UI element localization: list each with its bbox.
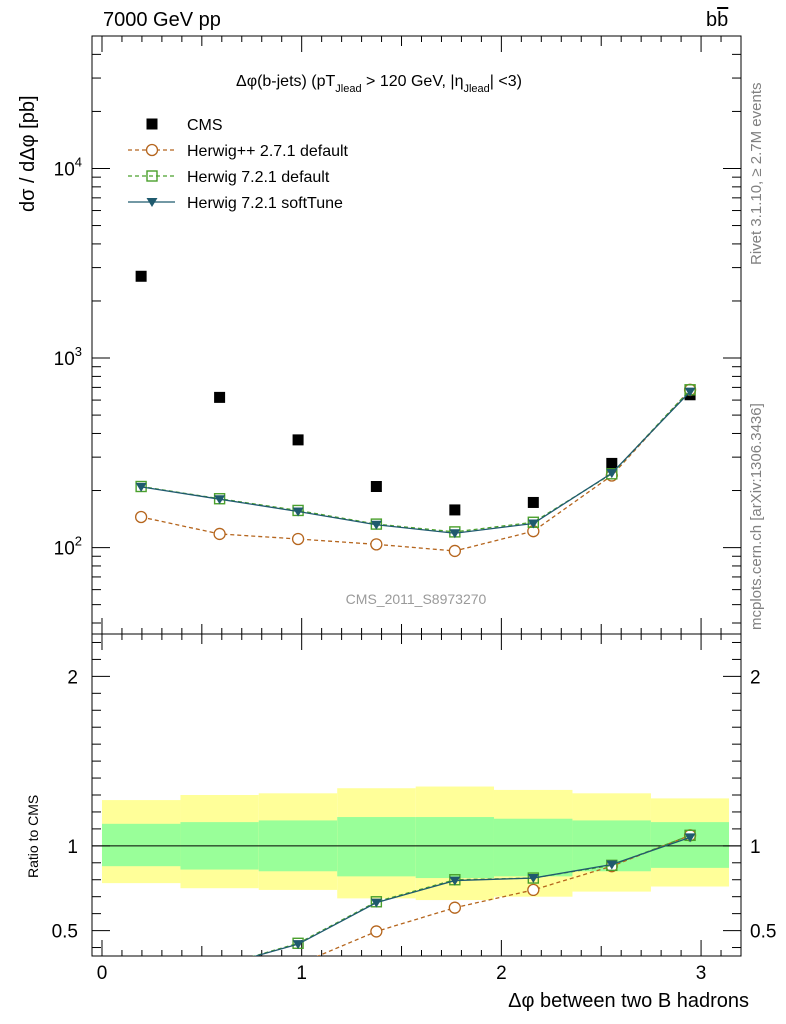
ratio-y-tick-label: 2 (67, 667, 78, 688)
legend-marker (146, 170, 158, 182)
ratio-y-tick-label: 0.5 (52, 922, 78, 943)
main-point (135, 482, 147, 492)
ratio-series-line-2 (253, 836, 691, 956)
ratio-series-line-0 (316, 834, 691, 956)
ratio-point (370, 898, 382, 908)
ratio-y-tick-label-right: 0.5 (750, 922, 776, 943)
band-inner (337, 817, 416, 877)
ratio-point (606, 860, 618, 870)
main-point (448, 544, 461, 558)
ratio-y-tick-label-right: 1 (750, 837, 761, 858)
mcplots-label: mcplots.cern.ch [arXiv:1306.3436] (748, 403, 765, 630)
legend-marker (146, 198, 158, 207)
main-point (606, 469, 618, 479)
main-point (606, 468, 618, 480)
ratio-series-line-1 (252, 834, 691, 956)
legend: CMS Herwig++ 2.7.1 default Herwig 7.2.1 de… (128, 117, 349, 212)
axis-tick-labels: 0 1 2 3 102 103 104 0.5 0.5 1 1 2 2 (52, 154, 777, 984)
header-energy: 7000 GeV pp (103, 9, 221, 31)
main-point (214, 495, 226, 505)
y-tick-label: 104 (54, 154, 82, 180)
main-series-group (134, 270, 697, 558)
ratio-y-axis-label: Ratio to CMS (25, 795, 41, 878)
main-point (527, 496, 539, 508)
main-point (449, 504, 461, 516)
ratio-point (527, 874, 539, 884)
main-point (449, 529, 461, 539)
main-point (214, 391, 226, 403)
main-series-line-1 (140, 389, 691, 552)
band-inner (493, 818, 573, 877)
ratio-point (370, 925, 383, 938)
main-point (684, 387, 696, 397)
rivet-label: Rivet 3.1.10, ≥ 2.7M events (748, 83, 765, 266)
legend-marker (145, 143, 159, 157)
main-point (370, 481, 382, 493)
legend-label: Herwig++ 2.7.1 default (187, 143, 349, 160)
ratio-point (292, 940, 304, 950)
analysis-watermark: CMS_2011_S8973270 (346, 591, 487, 607)
main-point (370, 520, 382, 530)
main-point (135, 270, 147, 282)
ratio-point (527, 883, 540, 897)
ratio-point (448, 901, 461, 914)
band-inner (415, 817, 494, 879)
axis-ticks (92, 35, 741, 956)
header-process-bar: b (717, 9, 728, 31)
main-y-axis-label: dσ / dΔφ [pb] (17, 95, 39, 212)
x-tick-label: 1 (296, 963, 307, 984)
legend-label: Herwig 7.2.1 default (187, 169, 330, 186)
band-inner (650, 822, 730, 868)
ratio-series-group (252, 829, 697, 956)
legend-marker (146, 118, 158, 130)
main-point (606, 457, 618, 469)
ratio-point (449, 876, 461, 886)
main-point (292, 507, 304, 517)
x-tick-label: 3 (696, 963, 707, 984)
main-point (292, 434, 304, 446)
main-point (527, 519, 539, 529)
main-point (134, 510, 148, 524)
main-point (370, 538, 383, 551)
main-point (213, 527, 226, 541)
ratio-uncertainty-bands (92, 786, 741, 901)
ratio-y-tick-label-right: 2 (750, 667, 761, 688)
band-inner (101, 823, 181, 867)
y-tick-label: 103 (54, 344, 82, 370)
chart-title: Δφ(b-jets) (pTJlead > 120 GeV, |ηJlead| … (236, 73, 522, 95)
main-point (291, 532, 305, 546)
main-series-line-3 (141, 391, 691, 534)
y-tick-label: 102 (54, 534, 82, 560)
legend-label: Herwig 7.2.1 softTune (187, 195, 343, 212)
x-tick-label: 2 (496, 963, 507, 984)
legend-label: CMS (187, 117, 223, 134)
ratio-point (684, 833, 696, 843)
x-axis-label: Δφ between two B hadrons (508, 990, 749, 1012)
x-tick-label: 0 (97, 963, 108, 984)
header-process: bb (706, 9, 728, 31)
ratio-y-tick-label: 1 (67, 837, 78, 858)
